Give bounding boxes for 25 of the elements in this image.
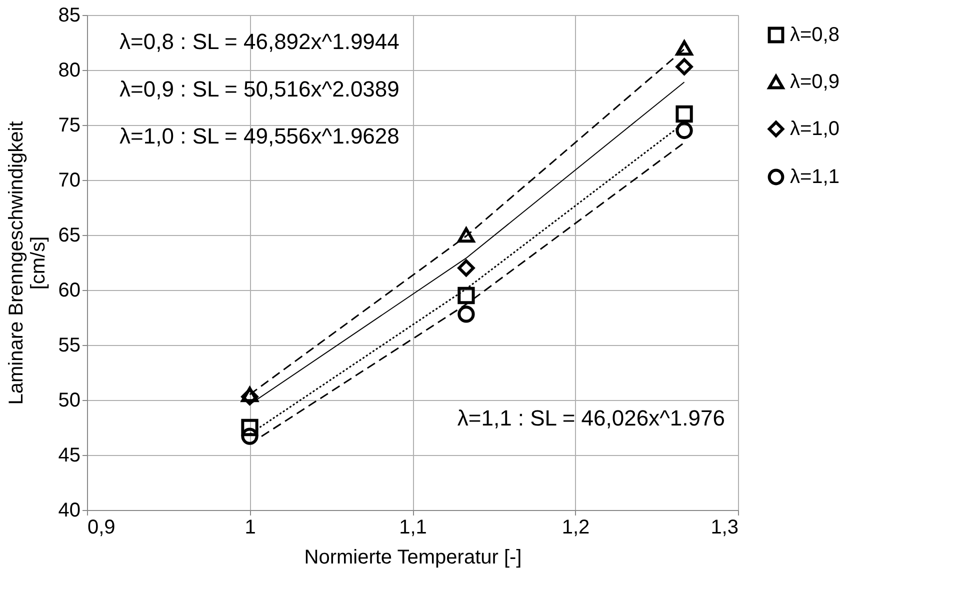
x-tick-label: 0,9 — [88, 516, 116, 538]
y-tick-label: 75 — [58, 114, 80, 136]
y-tick-label: 60 — [58, 280, 80, 302]
annotation: λ=1,0 : SL = 49,556x^1.9628 — [120, 123, 400, 148]
y-tick-label: 50 — [58, 390, 80, 412]
legend-label: λ=0,8 — [790, 24, 840, 46]
annotation: λ=0,8 : SL = 46,892x^1.9944 — [120, 29, 400, 54]
y-tick-label: 70 — [58, 170, 80, 192]
y-axis-title: Laminare Brenngeschwindigkeit [cm/s] — [5, 120, 50, 405]
annotation: λ=1,1 : SL = 46,026x^1.976 — [457, 405, 725, 430]
y-tick-label: 65 — [58, 224, 80, 246]
y-tick-label: 55 — [58, 334, 80, 356]
legend-label: λ=0,9 — [790, 71, 840, 93]
x-tick-label: 1,2 — [562, 516, 590, 538]
legend-label: λ=1,0 — [790, 118, 840, 140]
y-tick-label: 85 — [58, 4, 80, 26]
y-tick-label: 45 — [58, 444, 80, 466]
legend-label: λ=1,1 — [790, 166, 840, 188]
x-tick-label: 1,1 — [399, 516, 427, 538]
x-tick-label: 1 — [244, 516, 256, 538]
y-tick-label: 40 — [58, 500, 80, 522]
y-tick-label: 80 — [58, 60, 80, 82]
x-tick-label: 1,3 — [710, 516, 738, 538]
annotation: λ=0,9 : SL = 50,516x^2.0389 — [120, 76, 400, 102]
x-axis-title: Normierte Temperatur [-] — [304, 546, 522, 568]
